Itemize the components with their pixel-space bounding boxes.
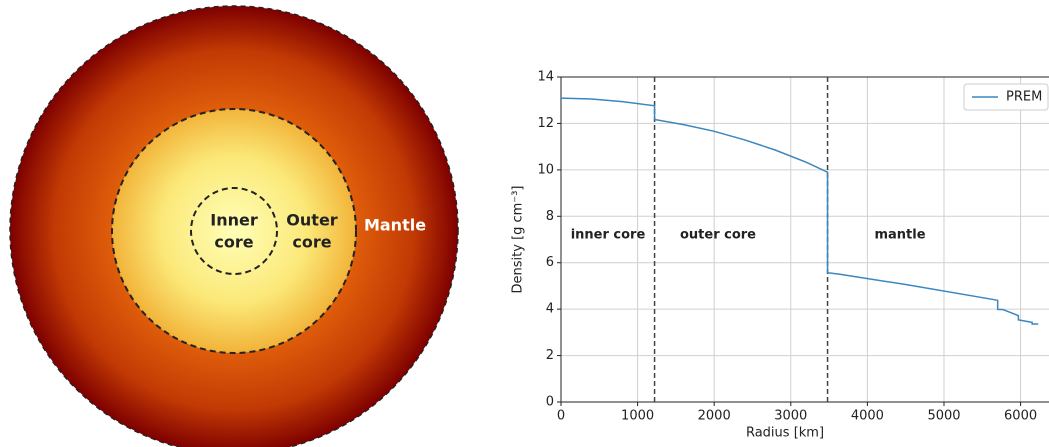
y-tick-label: 12	[537, 116, 554, 131]
y-tick-label: 4	[546, 302, 554, 317]
x-tick-label: 3000	[774, 409, 807, 424]
y-tick-label: 0	[546, 395, 554, 410]
inner-core-label: Inner	[210, 211, 258, 230]
legend-label: PREM	[1006, 90, 1042, 105]
mantle-label: Mantle	[364, 216, 426, 235]
x-tick-label: 1000	[621, 409, 654, 424]
x-tick-label: 0	[557, 409, 565, 424]
data-line	[560, 97, 1039, 325]
inner-core-circle	[190, 187, 278, 275]
outer-core-label: core	[292, 233, 331, 252]
density-chart: 0 2 4 6 8 10 12 14 0 1000 2000 3000 4000 5000 6000 Radi…	[511, 70, 1049, 441]
layer-label: mantle	[874, 228, 925, 243]
y-tick-label: 10	[537, 162, 554, 177]
y-tick-label: 8	[546, 209, 554, 224]
layer-label: outer core	[680, 228, 756, 243]
x-axis-label: Radius [km]	[746, 426, 824, 441]
legend-box	[963, 83, 1049, 111]
y-tick-label: 2	[546, 348, 554, 363]
inner-core-label: core	[214, 233, 253, 252]
x-tick-label: 2000	[698, 409, 731, 424]
outer-core-label: Outer	[286, 211, 337, 230]
y-tick-label: 6	[546, 255, 554, 270]
layer-label: inner core	[571, 228, 646, 243]
y-tick-label: 14	[537, 70, 554, 85]
outer-core-circle	[111, 108, 357, 354]
y-axis-label: Density [g cm⁻³]	[511, 186, 526, 294]
earth-diagram: Inner core Outer core Mantle	[9, 5, 459, 447]
x-tick-label: 6000	[1004, 409, 1037, 424]
x-tick-label: 4000	[851, 409, 884, 424]
x-tick-label: 5000	[927, 409, 960, 424]
